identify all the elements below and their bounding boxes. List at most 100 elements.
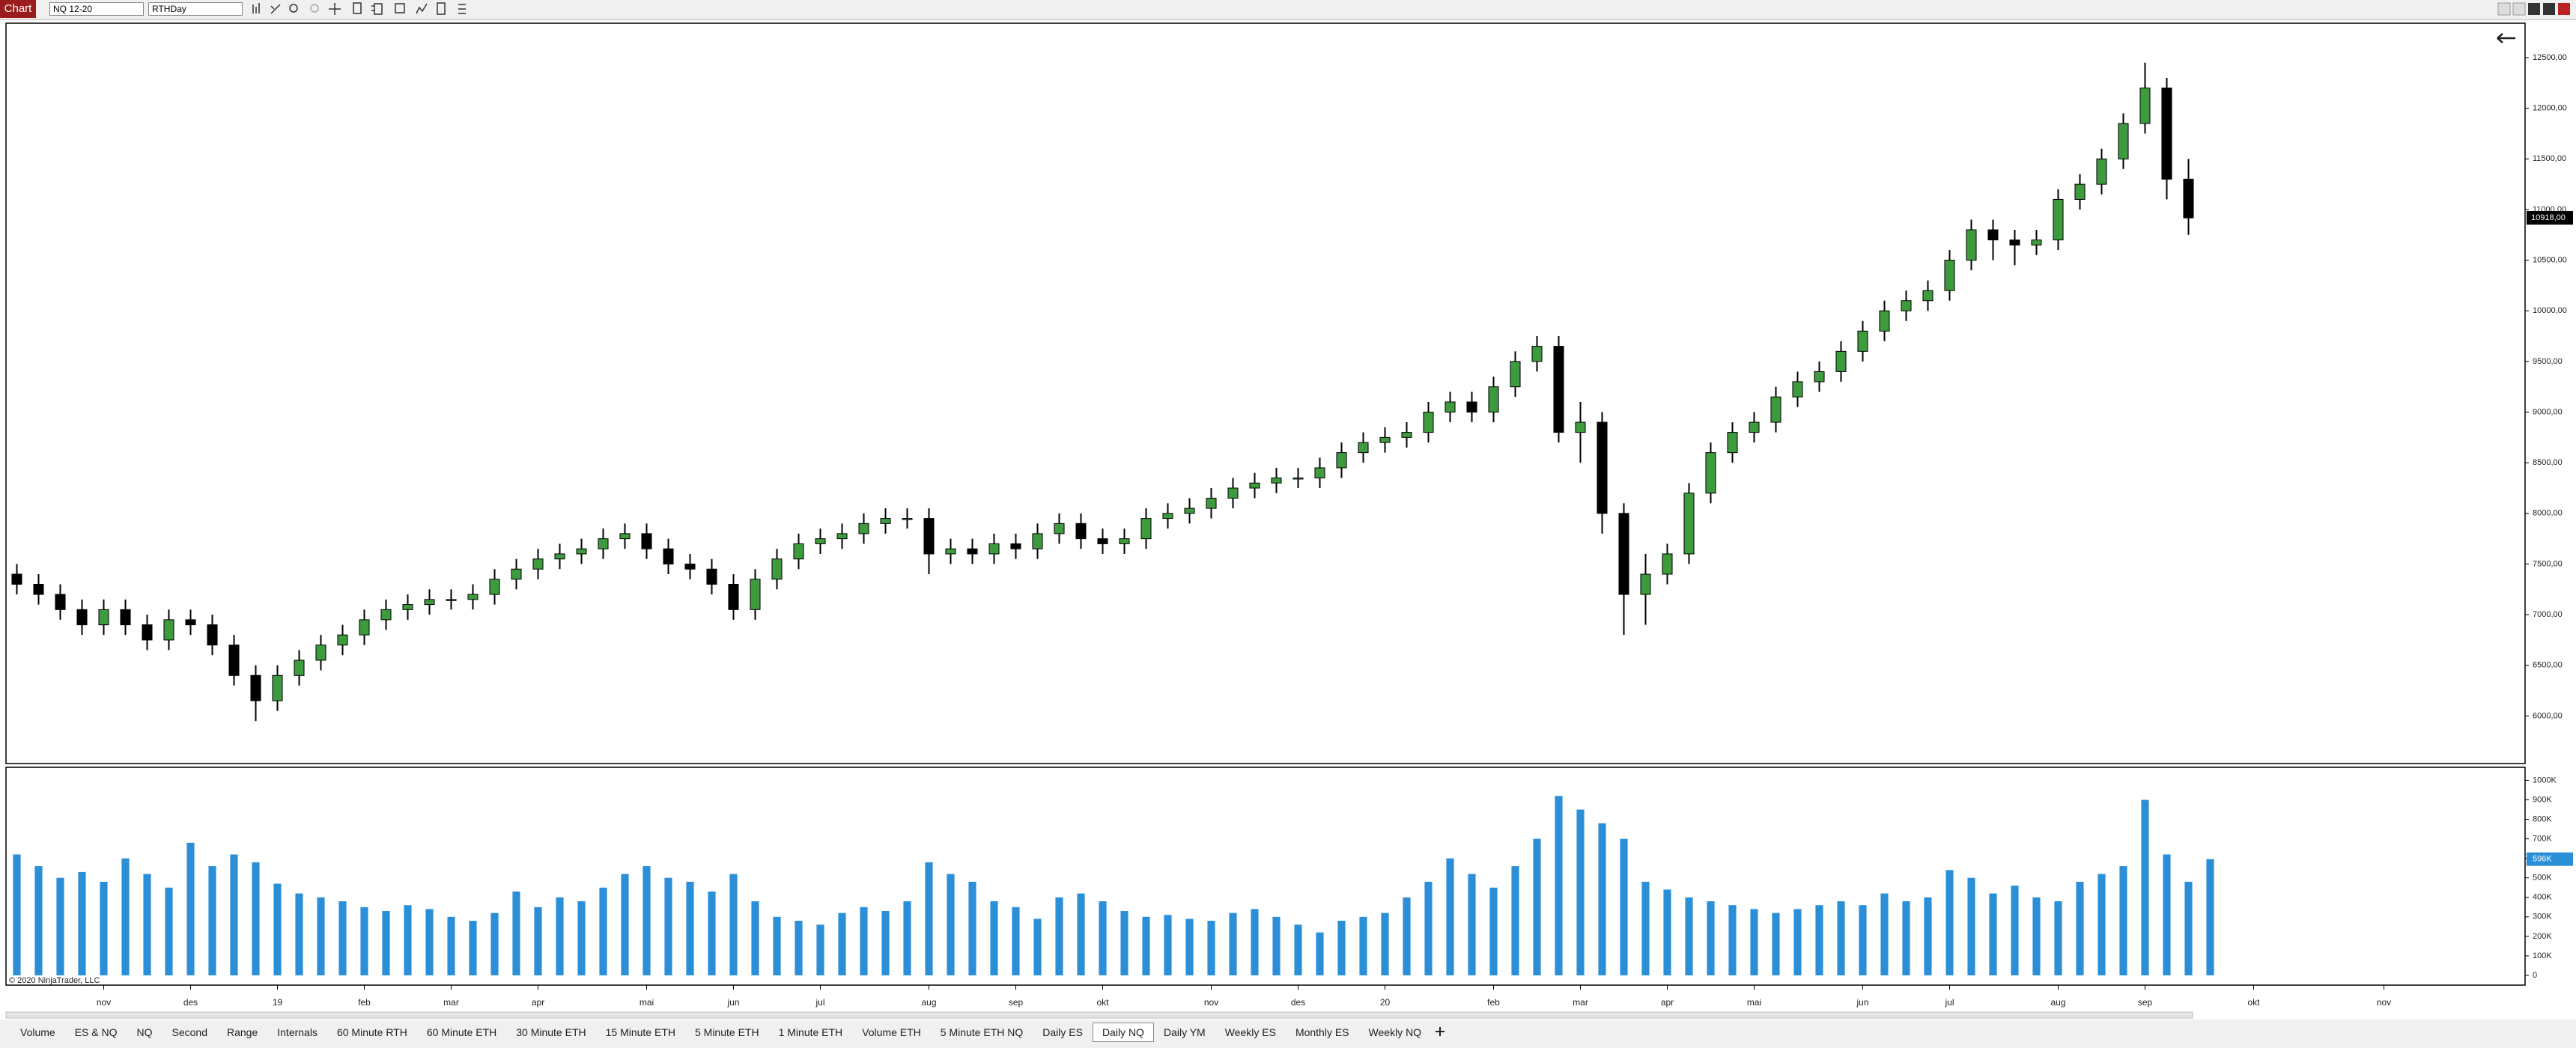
tab[interactable]: Volume ETH [862, 1026, 921, 1038]
candle-body [2139, 88, 2151, 124]
tab[interactable]: 60 Minute ETH [426, 1026, 497, 1038]
volume-bar [2076, 881, 2084, 975]
tab-bar: Volume ES & NQ NQ Second Range Internals 60 Mi… [10, 1023, 1449, 1042]
tab[interactable]: ES & NQ [74, 1026, 118, 1038]
plus-icon [1436, 1027, 1445, 1036]
list-icon[interactable] [458, 4, 466, 14]
add-tab[interactable] [1431, 1023, 1449, 1041]
y-tick-label: 12000,00 [2533, 104, 2567, 113]
x-tick-label: 19 [273, 997, 283, 1008]
candle-body [728, 584, 739, 610]
candle-body [1510, 361, 1521, 388]
candle-body [554, 553, 565, 560]
scrollbar[interactable] [5, 1011, 2193, 1019]
candle-body [1249, 482, 1260, 489]
tab[interactable]: 1 Minute ETH [778, 1026, 843, 1038]
candle-body [706, 568, 717, 585]
volume-bar [1793, 909, 1802, 975]
volume-bar [1251, 909, 1259, 975]
volume-bar [1902, 901, 1910, 975]
candle-body [1423, 412, 1434, 433]
window-button[interactable] [2497, 2, 2511, 16]
tab[interactable]: Weekly ES [1224, 1026, 1276, 1038]
candle-body [1814, 371, 1825, 383]
template-select[interactable]: RTHDay [148, 2, 243, 16]
y-tick-label: 8500,00 [2533, 458, 2563, 467]
tab[interactable]: Weekly NQ [1368, 1026, 1422, 1038]
volume-bar [208, 866, 216, 975]
volume-bar [252, 862, 260, 975]
candle-body [1531, 346, 1543, 362]
candle-body [815, 538, 826, 544]
y-tick-label: 6500,00 [2533, 661, 2563, 670]
candle-body [1662, 553, 1673, 575]
candle-body [923, 518, 935, 555]
candle-body [771, 558, 783, 580]
candle-body [750, 579, 761, 610]
window-button[interactable] [2512, 2, 2526, 16]
candle-body [1445, 401, 1456, 413]
volume-bar [404, 905, 412, 975]
crosshair-icon[interactable] [329, 3, 341, 15]
y-tick-label: 10500,00 [2533, 255, 2567, 264]
strategy-icon[interactable] [416, 3, 428, 14]
candle-body [489, 579, 500, 595]
volume-bar [2097, 874, 2106, 975]
candle-body [880, 518, 891, 524]
candle-body [2009, 240, 2020, 246]
tab[interactable]: Second [171, 1026, 207, 1038]
x-tick-label: des [1291, 997, 1305, 1008]
close-button[interactable] [2558, 3, 2570, 15]
candle-body [1575, 421, 1586, 433]
x-tick-label: okt [1096, 997, 1109, 1008]
candle-body [1466, 401, 1477, 413]
volume-bar [990, 901, 998, 975]
volume-bar [512, 891, 520, 975]
zoom-out-icon[interactable] [310, 4, 319, 13]
properties-icon[interactable] [353, 2, 362, 14]
tab[interactable]: Volume [20, 1026, 55, 1038]
bars-icon[interactable] [252, 3, 260, 13]
panel-frame [5, 22, 2526, 764]
x-tick-label: mai [1747, 997, 1761, 1008]
tab[interactable]: 5 Minute ETH NQ [940, 1026, 1024, 1038]
data-box-icon[interactable] [437, 2, 446, 15]
draw-icon[interactable] [270, 4, 281, 14]
tab[interactable]: 5 Minute ETH [694, 1026, 759, 1038]
volume-bar [1750, 909, 1758, 975]
candle-body [684, 563, 696, 570]
tab[interactable]: Daily ES [1042, 1026, 1083, 1038]
volume-bar [1489, 887, 1498, 975]
tab[interactable]: Daily NQ [1092, 1023, 1154, 1042]
candle-body [1075, 523, 1087, 540]
y-tick-label: 800K [2533, 814, 2552, 823]
volume-bar [556, 897, 564, 975]
tab[interactable]: NQ [136, 1026, 153, 1038]
x-tick-label: sep [2138, 997, 2153, 1008]
chart-button[interactable]: Chart [0, 0, 36, 18]
tab[interactable]: 30 Minute ETH [516, 1026, 586, 1038]
back-arrow[interactable] [2497, 33, 2515, 43]
tab[interactable]: Monthly ES [1295, 1026, 1349, 1038]
tab[interactable]: 60 Minute RTH [336, 1026, 407, 1038]
candle-body [1987, 229, 1999, 241]
snapshot-icon[interactable] [395, 3, 405, 13]
candle-body [1054, 523, 1065, 534]
indicators-icon[interactable] [371, 3, 383, 15]
x-tick-label: sep [1009, 997, 1024, 1008]
tab[interactable]: Internals [277, 1026, 318, 1038]
y-tick-label: 1000K [2533, 776, 2557, 785]
tab[interactable]: 15 Minute ETH [605, 1026, 675, 1038]
tab[interactable]: Range [226, 1026, 258, 1038]
y-tick-label: 900K [2533, 795, 2552, 804]
candle-body [250, 674, 261, 701]
candle-body [2053, 198, 2064, 241]
minimize-button[interactable] [2528, 3, 2540, 15]
zoom-in-icon[interactable] [289, 4, 298, 13]
maximize-button[interactable] [2543, 3, 2555, 15]
instrument-select[interactable]: NQ 12-20 [49, 2, 144, 16]
volume-bar [621, 874, 629, 975]
y-tick-label: 7500,00 [2533, 559, 2563, 568]
tab[interactable]: Daily YM [1163, 1026, 1206, 1038]
last-volume-label: 596K [2533, 855, 2552, 864]
